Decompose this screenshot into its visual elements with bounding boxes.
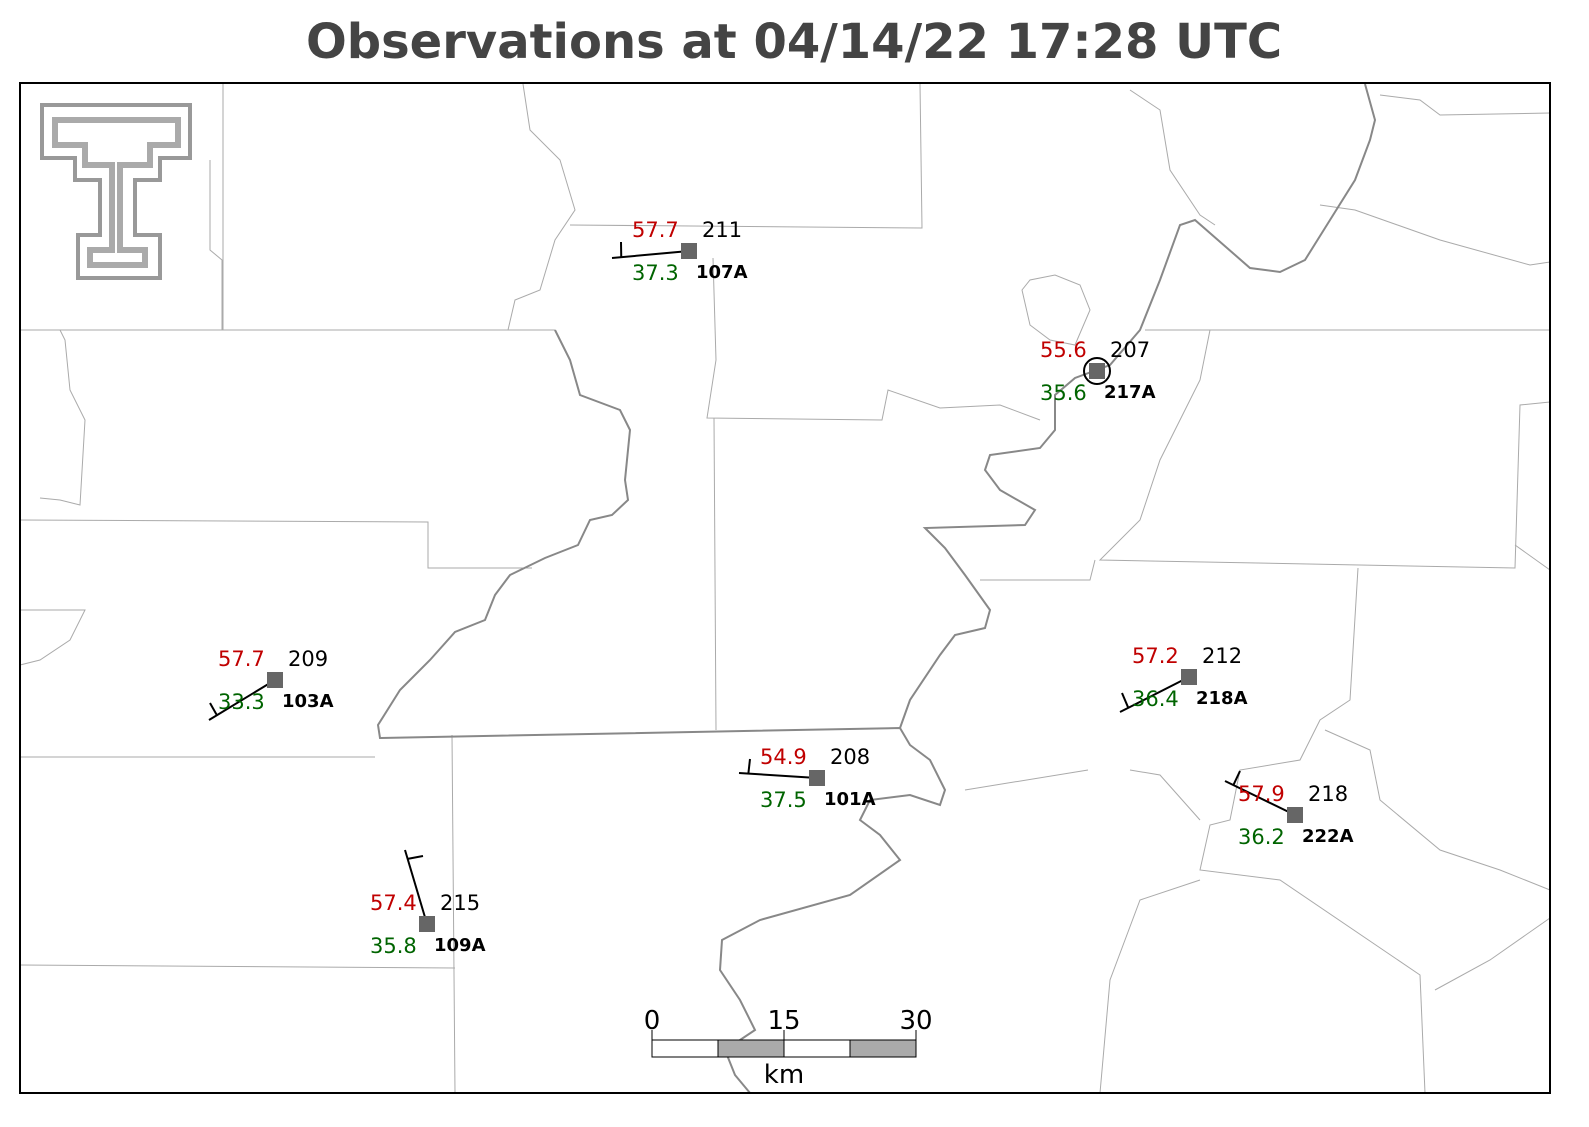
dewpoint: 33.3 bbox=[218, 690, 265, 714]
temperature: 55.6 bbox=[1040, 338, 1087, 362]
wind-barb-flag bbox=[407, 855, 424, 860]
dewpoint: 35.6 bbox=[1040, 381, 1087, 405]
calm-circle bbox=[1083, 357, 1111, 385]
map-frame bbox=[19, 82, 1551, 1094]
county-borders bbox=[19, 83, 1551, 1094]
pressure: 218 bbox=[1308, 782, 1348, 806]
pressure: 211 bbox=[702, 218, 742, 242]
station-id: 222A bbox=[1302, 826, 1354, 847]
pressure: 212 bbox=[1202, 644, 1242, 668]
pressure: 208 bbox=[830, 745, 870, 769]
station-id: 107A bbox=[696, 262, 748, 283]
temperature: 57.2 bbox=[1132, 644, 1179, 668]
station-marker bbox=[809, 770, 825, 786]
scale-unit: km bbox=[764, 1060, 804, 1090]
wind-barb bbox=[1119, 676, 1190, 713]
dewpoint: 36.4 bbox=[1132, 687, 1179, 711]
temperature: 57.7 bbox=[632, 218, 679, 242]
station-marker bbox=[1287, 807, 1303, 823]
dewpoint: 36.2 bbox=[1238, 825, 1285, 849]
wind-barb-flag bbox=[1232, 770, 1241, 786]
station-id: 217A bbox=[1104, 382, 1156, 403]
station-marker bbox=[1181, 669, 1197, 685]
temperature: 57.7 bbox=[218, 647, 265, 671]
title: Observations at 04/14/22 17:28 UTC bbox=[306, 14, 1282, 70]
wind-barb-flag bbox=[1121, 692, 1130, 709]
scale-segment bbox=[783, 1039, 851, 1058]
dewpoint: 35.8 bbox=[370, 934, 417, 958]
temperature: 54.9 bbox=[760, 745, 807, 769]
wind-barb bbox=[611, 250, 690, 259]
dewpoint: 37.3 bbox=[632, 261, 679, 285]
station-marker bbox=[681, 243, 697, 259]
pressure: 215 bbox=[440, 891, 480, 915]
rivers bbox=[376, 83, 1377, 1094]
station-id: 101A bbox=[824, 789, 876, 810]
scale-label: 30 bbox=[899, 1006, 932, 1036]
logo bbox=[40, 103, 192, 280]
scale-label: 0 bbox=[644, 1006, 661, 1036]
wind-barb bbox=[1224, 780, 1296, 816]
station-id: 109A bbox=[434, 935, 486, 956]
station-marker bbox=[267, 672, 283, 688]
scale-segment bbox=[849, 1039, 917, 1058]
wind-barb bbox=[404, 849, 428, 925]
wind-barb-flag bbox=[209, 702, 218, 716]
scale-label: 15 bbox=[767, 1006, 800, 1036]
pressure: 209 bbox=[288, 647, 328, 671]
temperature: 57.4 bbox=[370, 891, 417, 915]
scale-bar: 0 15 30 km bbox=[644, 1006, 933, 1090]
temperature: 57.9 bbox=[1238, 782, 1285, 806]
wind-barb bbox=[208, 679, 276, 721]
station-id: 218A bbox=[1196, 688, 1248, 709]
scale-segment bbox=[651, 1039, 719, 1058]
station-marker bbox=[1089, 363, 1105, 379]
dewpoint: 37.5 bbox=[760, 788, 807, 812]
wind-barb bbox=[738, 772, 818, 779]
scale-segment bbox=[717, 1039, 785, 1058]
pressure: 207 bbox=[1110, 338, 1150, 362]
wind-barb-flag bbox=[747, 758, 751, 774]
station-id: 103A bbox=[282, 691, 334, 712]
station-marker bbox=[419, 916, 435, 932]
